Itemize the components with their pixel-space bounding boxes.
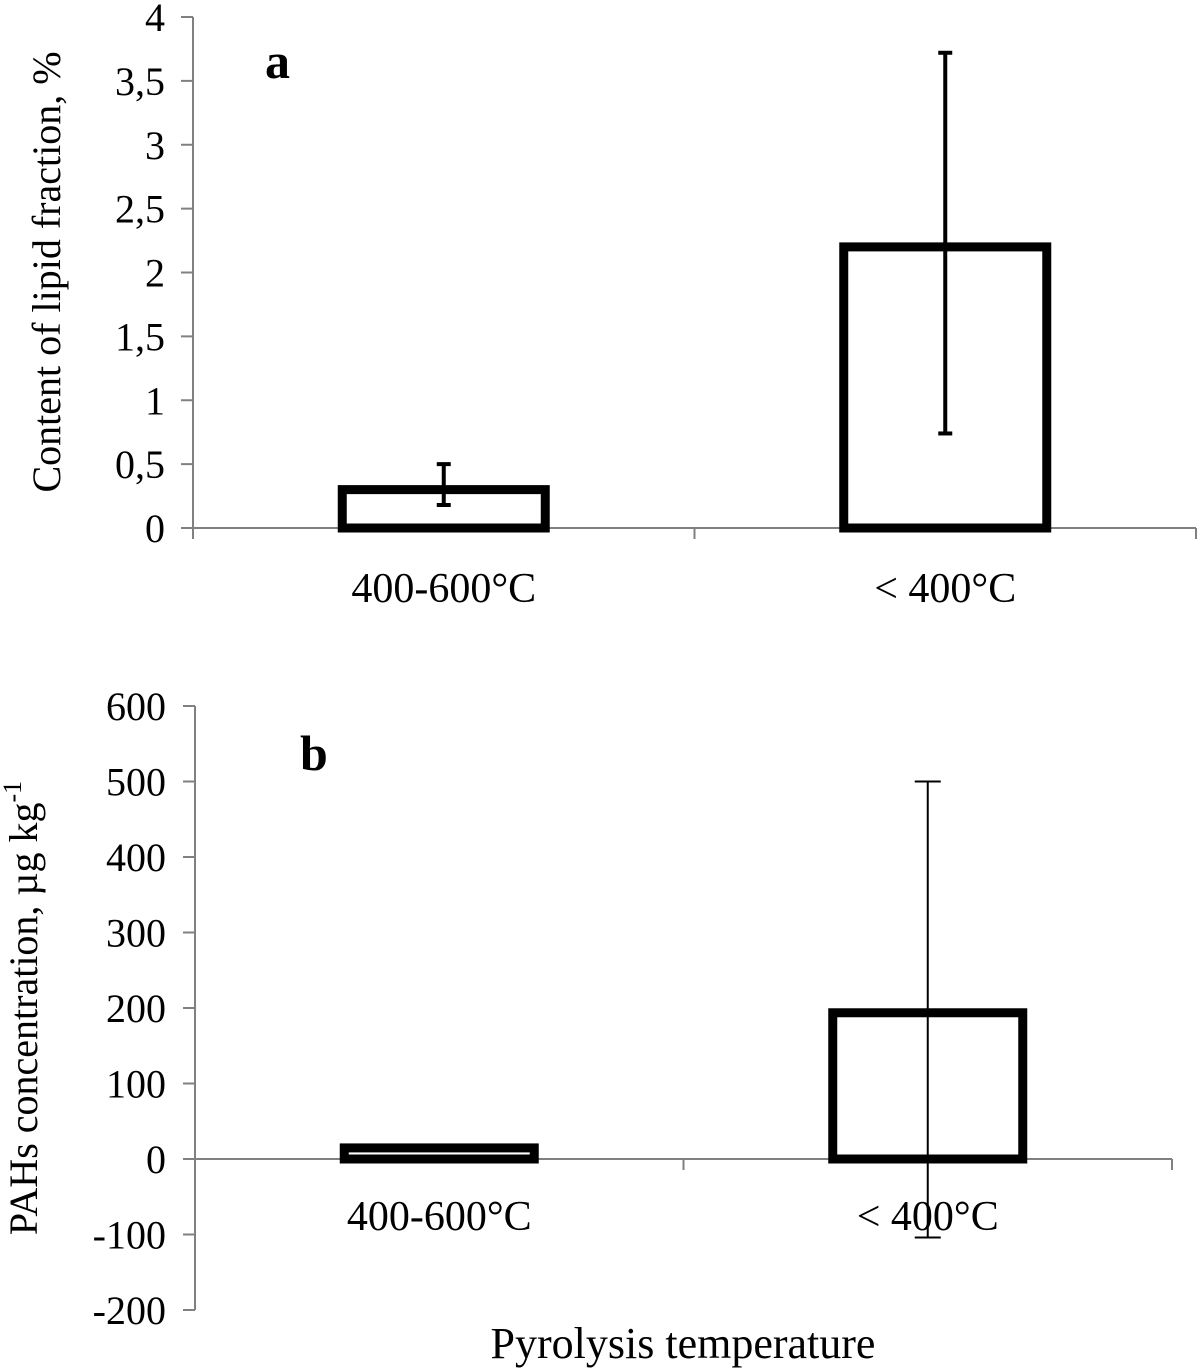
bar [337,485,550,533]
y-axis-title: Content of lipid fraction, % [24,51,69,492]
y-tick-label: 2,5 [115,187,165,232]
y-axis-title-text: Content of lipid fraction, % [24,51,69,492]
y-tick-label: 0 [146,1137,166,1182]
y-tick-label: 600 [106,684,166,729]
chart-panel-a: 0 0,5 1 1,5 2 2,5 3 3,5 4 400-600°C < 400°C a Conten… [24,0,1197,612]
y-tick-label: 100 [106,1062,166,1107]
y-tick-label: 1,5 [115,314,165,359]
panel-label: a [265,33,290,89]
x-category-label: 400-600°C [351,566,536,612]
x-category-label: < 400°C [857,1194,999,1240]
chart-panel-b: -200 -100 0 100 200 300 400 500 600 400-600°C < 40… [0,684,1173,1368]
panel-label: b [300,725,328,781]
y-tick-label: 3 [145,123,165,168]
y-axis-title-text: PAHs concentration, µg kg [1,803,46,1236]
x-category-label: < 400°C [874,566,1016,612]
y-tick-label: 500 [106,760,166,805]
y-tick-label: -200 [93,1288,166,1333]
y-tick-label: 400 [106,835,166,880]
y-tick-label: -100 [93,1213,166,1258]
y-axis-title-superscript: -1 [0,781,27,803]
x-category-label: 400-600°C [347,1194,532,1240]
y-tick-label: 200 [106,986,166,1031]
y-tick-label: 300 [106,911,166,956]
y-axis-title: PAHs concentration, µg kg-1 [0,781,46,1235]
y-tick-label: 4 [145,0,165,40]
y-tick-label: 2 [145,251,165,296]
y-tick-label: 1 [145,378,165,423]
bar [339,1143,539,1164]
x-axis-title: Pyrolysis temperature [491,1319,876,1368]
y-tick-label: 3,5 [115,59,165,104]
y-tick-label: 0,5 [115,442,165,487]
y-tick-label: 0 [145,506,165,551]
